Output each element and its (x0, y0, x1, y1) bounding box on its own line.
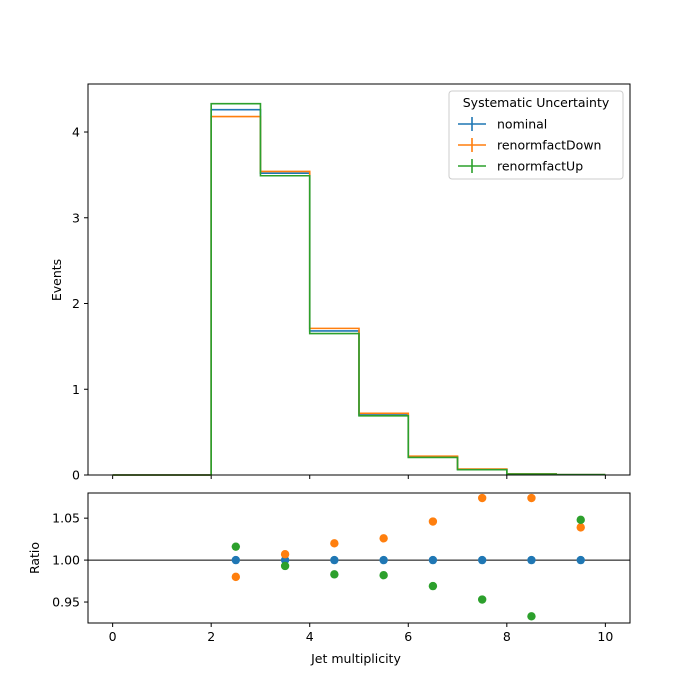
ratio-point-nominal (280, 555, 290, 565)
ratio-point-nominal (379, 555, 388, 565)
legend-label: nominal (497, 117, 547, 132)
main-y-tick-label: 4 (72, 125, 80, 140)
legend-items: nominal renormfactDown renormfactUp (458, 117, 601, 174)
ratio-point-nominal (576, 555, 585, 565)
main-y-tick-label: 2 (72, 296, 80, 311)
ratio-point-renormfactDown (576, 523, 585, 532)
legend-label: renormfactUp (497, 159, 583, 174)
ratio-y-tick-label: 0.95 (52, 595, 80, 610)
ratio-point-nominal (477, 555, 487, 565)
ratio-point-renormfactUp (576, 515, 585, 525)
ratio-panel: 0 2 4 6 8 10 0.95 1.00 1.05 Ratio Jet multiplici… (27, 492, 631, 666)
ratio-x-tick-label: 6 (404, 629, 412, 644)
ratio-point-renormfactDown (379, 534, 388, 543)
legend-box (448, 90, 624, 180)
ratio-point-renormfactDown (231, 572, 241, 582)
ratio-point-nominal (330, 555, 339, 565)
ratio-point-renormfactDown (477, 493, 487, 503)
ratio-y-axis-label: Ratio (27, 542, 42, 574)
ratio-point-nominal (527, 555, 536, 565)
ratio-x-tick-label: 4 (306, 629, 314, 644)
legend: Systematic Uncertainty nominal renormfact… (448, 90, 624, 180)
ratio-point-renormfactUp (428, 581, 438, 591)
ratio-x-tick-label: 0 (109, 629, 117, 644)
ratio-point-renormfactDown (330, 539, 339, 548)
legend-entry-renormfactUp: renormfactUp (458, 159, 583, 174)
ratio-x-tick-label: 2 (207, 629, 215, 644)
legend-entry-nominal: nominal (458, 117, 547, 132)
ratio-series (231, 493, 585, 621)
ratio-point-nominal (428, 555, 438, 565)
main-ticks: 0 1 2 3 4 (72, 125, 606, 483)
ratio-y-tick-label: 1.05 (52, 511, 80, 526)
ratio-point-renormfactDown (280, 550, 290, 559)
main-y-tick-label: 1 (72, 382, 80, 397)
ratio-frame (87, 492, 631, 624)
ratio-point-renormfactUp (280, 561, 290, 571)
main-y-tick-label: 0 (72, 468, 80, 483)
main-frame (87, 83, 631, 476)
main-y-axis-label: Events (49, 259, 64, 301)
ratio-x-tick-label: 8 (503, 629, 511, 644)
ratio-point-renormfactDown (428, 517, 438, 526)
x-axis-label: Jet multiplicity (310, 651, 401, 666)
ratio-point-renormfactUp (527, 612, 536, 621)
main-series (112, 102, 606, 476)
ratio-point-renormfactUp (330, 570, 339, 579)
ratio-point-nominal (231, 555, 241, 565)
legend-entry-renormfactDown: renormfactDown (458, 138, 601, 153)
main-y-tick-label: 3 (72, 210, 80, 225)
ratio-y-tick-label: 1.00 (52, 553, 80, 568)
ratio-point-renormfactUp (379, 570, 388, 580)
ratio-point-renormfactDown (527, 493, 536, 503)
ratio-ticks: 0 2 4 6 8 10 0.95 1.00 1.05 (52, 511, 613, 644)
legend-title: Systematic Uncertainty (463, 95, 610, 110)
ratio-x-tick-label: 10 (597, 629, 613, 644)
ratio-point-renormfactUp (477, 595, 487, 604)
main-panel: 0 1 2 3 4 Events Systematic Uncertainty nomi… (49, 83, 631, 483)
legend-label: renormfactDown (497, 138, 601, 153)
histogram-line-renormfactUp (112, 102, 606, 476)
ratio-point-renormfactUp (231, 542, 241, 551)
